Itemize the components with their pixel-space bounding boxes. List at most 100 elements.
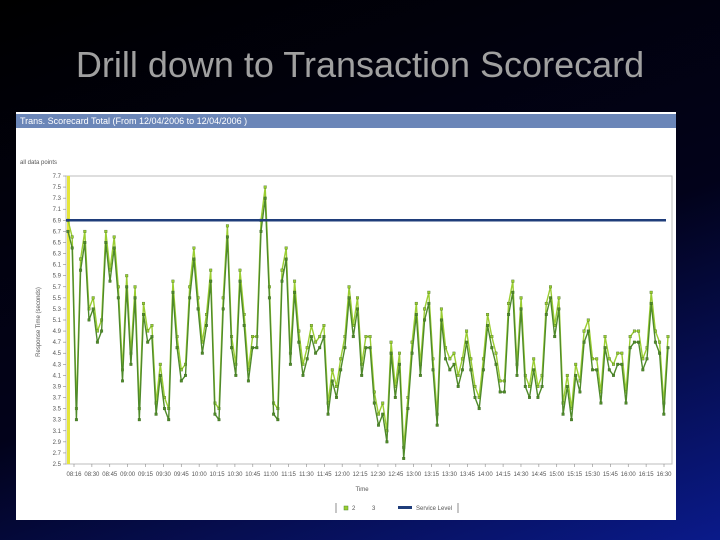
series-point-2 xyxy=(280,279,284,283)
series-point-2 xyxy=(284,257,288,261)
series-point-2 xyxy=(196,307,200,311)
series-point-2 xyxy=(276,418,280,422)
series-point-2 xyxy=(427,301,431,305)
series-point-2 xyxy=(364,346,368,350)
series-point-2 xyxy=(653,340,657,344)
highlight-band xyxy=(67,176,70,464)
series-point-2 xyxy=(456,385,460,388)
series-point-2 xyxy=(460,368,464,372)
series-point-1 xyxy=(603,335,607,339)
series-point-1 xyxy=(339,357,343,361)
series-point-2 xyxy=(481,368,485,372)
series-point-2 xyxy=(582,340,586,344)
x-tick-label: 08:16 xyxy=(66,472,82,478)
series-point-1 xyxy=(318,335,322,339)
series-point-1 xyxy=(632,329,636,333)
series-layer xyxy=(66,185,670,460)
series-point-2 xyxy=(490,346,494,350)
series-point-2 xyxy=(347,296,351,300)
x-tick-label: 14:30 xyxy=(513,472,529,478)
series-point-1 xyxy=(565,373,569,377)
series-point-2 xyxy=(154,412,158,416)
series-point-1 xyxy=(280,268,284,272)
series-point-2 xyxy=(578,390,582,394)
series-point-2 xyxy=(87,318,91,322)
series-point-1 xyxy=(347,285,351,289)
x-tick-label: 14:15 xyxy=(496,472,512,478)
series-point-1 xyxy=(356,296,359,300)
x-tick-label: 12:00 xyxy=(335,472,351,478)
series-point-1 xyxy=(158,362,162,366)
series-point-2 xyxy=(83,241,87,244)
series-point-2 xyxy=(309,335,313,339)
y-tick-label: 5.5 xyxy=(53,296,62,302)
series-point-2 xyxy=(423,318,427,322)
x-tick-label: 16:00 xyxy=(621,472,637,478)
series-point-1 xyxy=(465,329,469,333)
series-point-2 xyxy=(255,346,259,350)
series-point-2 xyxy=(507,313,511,316)
series-point-2 xyxy=(591,368,594,372)
series-point-1 xyxy=(511,279,515,283)
series-point-2 xyxy=(225,235,229,239)
series-point-1 xyxy=(284,246,288,250)
series-point-2 xyxy=(570,418,573,422)
series-point-2 xyxy=(234,373,238,377)
slide-title: Drill down to Transaction Scorecard xyxy=(75,44,645,85)
series-point-2 xyxy=(146,340,150,344)
series-point-2 xyxy=(557,307,561,311)
series-point-2 xyxy=(150,335,154,339)
series-point-2 xyxy=(301,373,305,377)
x-tick-label: 13:45 xyxy=(460,472,476,478)
series-point-2 xyxy=(297,340,301,344)
series-point-2 xyxy=(175,346,179,350)
series-point-1 xyxy=(389,340,393,344)
series-point-1 xyxy=(494,351,498,355)
series-point-2 xyxy=(553,335,557,339)
series-point-1 xyxy=(544,301,548,305)
x-tick-label: 13:30 xyxy=(442,472,458,478)
y-tick-label: 6.1 xyxy=(53,263,62,269)
series-point-2 xyxy=(293,290,297,294)
series-point-2 xyxy=(179,379,183,383)
series-point-2 xyxy=(171,290,175,294)
series-point-2 xyxy=(251,346,255,350)
x-tick-label: 11:15 xyxy=(281,472,296,478)
series-point-2 xyxy=(322,335,326,339)
scorecard-panel: Trans. Scorecard Total (From 12/04/2006 … xyxy=(16,112,676,520)
series-point-2 xyxy=(469,368,473,372)
series-point-1 xyxy=(364,335,368,339)
series-point-1 xyxy=(532,357,536,361)
series-point-2 xyxy=(544,313,548,316)
series-point-2 xyxy=(540,385,544,388)
x-tick-label: 14:45 xyxy=(531,472,547,478)
x-tick-label: 09:30 xyxy=(156,472,172,478)
y-tick-label: 5.7 xyxy=(53,285,62,291)
series-point-2 xyxy=(112,246,116,250)
x-axis-label: Time xyxy=(355,487,369,493)
x-tick-label: 15:45 xyxy=(603,472,619,478)
x-tick-label: 11:45 xyxy=(317,472,332,478)
series-line-2 xyxy=(67,197,669,460)
series-point-2 xyxy=(402,457,406,460)
series-point-1 xyxy=(486,313,490,316)
series-point-2 xyxy=(351,335,355,339)
legend-label-3: 3 xyxy=(372,506,376,512)
series-point-2 xyxy=(372,401,376,405)
series-point-1 xyxy=(456,373,460,377)
x-tick-label: 15:15 xyxy=(567,472,583,478)
series-point-2 xyxy=(515,373,519,377)
series-point-2 xyxy=(523,385,527,388)
series-point-2 xyxy=(620,362,624,366)
y-tick-label: 2.9 xyxy=(53,440,62,446)
y-tick-label: 6.5 xyxy=(53,240,62,246)
series-point-1 xyxy=(142,301,145,305)
series-point-2 xyxy=(343,346,347,350)
series-point-1 xyxy=(574,362,578,366)
x-tick-label: 10:15 xyxy=(210,472,226,478)
x-tick-label: 12:15 xyxy=(353,472,369,478)
x-tick-label: 10:00 xyxy=(192,472,208,478)
x-tick-label: 12:30 xyxy=(370,472,386,478)
series-point-2 xyxy=(381,412,385,416)
series-point-2 xyxy=(393,396,397,399)
